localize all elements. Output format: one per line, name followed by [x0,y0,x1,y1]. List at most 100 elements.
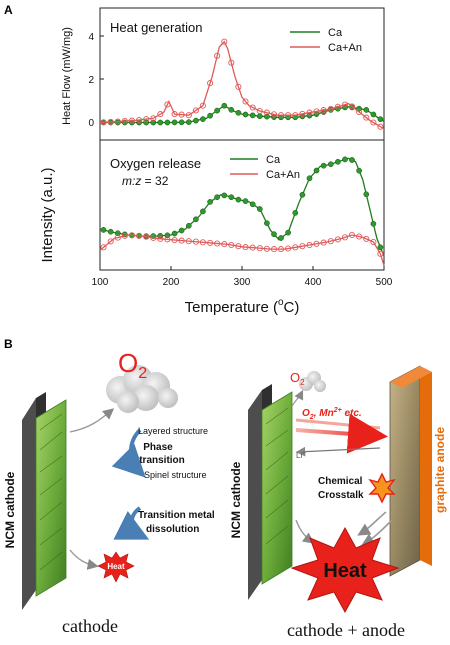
heat-legend-ca-an: Ca+An [328,42,362,54]
oxygen-point-ca-an [320,239,327,246]
heat-point-ca-an [235,83,242,90]
heat-point-ca-an [114,118,121,125]
oxygen-point-ca [320,162,327,169]
heat-legend: Ca Ca+An [290,27,362,54]
oxygen-point-ca-an [199,239,206,246]
heat-point-ca [363,107,370,113]
left-step-transition: transition [139,455,185,466]
heat-point-ca [164,119,171,126]
oxygen-point-ca [285,229,291,236]
mz-rest: = 32 [141,174,168,188]
heat-point-ca [377,116,384,123]
x-axis-label-degree: o [278,297,284,308]
heat-y-tick-0: 0 [88,118,94,129]
oxygen-point-ca-an [207,239,214,246]
oxygen-point-ca [342,156,348,163]
heat-point-ca [171,119,178,126]
oxygen-point-ca [271,231,277,238]
oxygen-point-ca-an [249,244,256,251]
x-tick-500: 500 [376,277,393,288]
heat-point-ca-an [150,115,157,122]
oxygen-y-label: Intensity (a.u.) [39,167,56,262]
oxygen-point-ca-an [136,232,143,239]
heat-point-ca-an [327,105,334,112]
oxygen-point-ca-an [221,241,228,248]
left-step-tm: Transition metal [138,510,215,521]
oxygen-point-ca [292,210,299,216]
heat-point-ca-an [178,111,185,118]
oxygen-point-ca-an [114,234,121,241]
heat-point-ca-an [370,119,377,126]
heat-point-ca [178,119,185,126]
oxygen-point-ca [107,228,114,235]
oxygen-point-ca-an [164,236,171,243]
heat-point-ca [370,111,377,118]
heat-point-ca-an [157,111,164,118]
oxygen-legend-ca: Ca [266,154,281,166]
oxygen-point-ca-an [256,245,263,252]
heat-point-ca-an [107,118,114,125]
heat-point-ca [150,119,157,126]
right-o2-label: O2 [290,370,305,387]
oxygen-point-ca-an [270,246,278,253]
oxygen-point-ca [242,198,249,204]
right-heat-label: Heat [323,560,367,582]
oxygen-point-ca [171,230,178,237]
right-caption: cathode + anode [287,620,405,640]
oxygen-point-ca-an [235,243,242,250]
right-cathode-plate [261,391,293,585]
x-axis: 100 200 300 400 500 [92,266,393,288]
oxygen-point-ca-an [214,240,221,247]
left-step-layered: Layered structure [138,426,208,436]
oxygen-point-ca [299,191,306,198]
right-crosstalk-2: Crosstalk [318,490,364,501]
heat-y-axis: 0 2 4 [88,32,104,129]
oxygen-point-ca [335,158,341,165]
x-tick-100: 100 [92,277,109,288]
heat-y-tick-4: 4 [88,32,94,43]
heat-legend-ca: Ca [328,27,343,39]
left-dissolution-arrow [113,506,150,540]
oxygen-point-ca [178,227,185,234]
oxygen-point-ca-an [143,233,150,240]
left-cathode-texture [39,413,63,571]
oxygen-point-ca-an [192,238,199,245]
x-axis-label: Temperature (oC) [185,297,300,316]
panel-b-letter: B [4,337,13,351]
heat-point-ca-an [306,109,313,116]
left-cathode-plate [35,399,67,597]
right-cathode-label: NCM cathode [229,461,243,538]
oxygen-point-ca-an [356,233,363,240]
heat-point-ca-an [270,111,278,118]
oxygen-point-ca-an [128,232,135,239]
heat-point-ca [185,119,192,125]
left-phase-arrow [111,428,146,478]
left-heat-label: Heat [107,562,125,571]
left-scheme: NCM cathode O2 Layered structure Phase t… [3,348,215,636]
oxygen-point-ca [313,167,320,174]
left-o2-cloud [106,365,178,413]
right-flux-line-1 [295,418,381,430]
heat-point-ca-an [192,107,199,114]
left-step-spinel: Spinel structure [144,470,207,480]
oxygen-point-ca [264,220,270,227]
heat-point-ca-an [256,107,263,115]
right-crosstalk-spark [368,472,396,504]
oxygen-point-ca [221,192,228,199]
oxygen-point-ca-an [157,235,164,242]
right-flux-label: O2, Mn2+ etc. [302,407,362,421]
oxygen-point-ca-an [334,236,341,243]
heat-point-ca-an [292,112,299,119]
oxygen-point-ca-an [299,243,306,250]
heat-point-ca [235,109,242,116]
oxygen-point-ca [235,196,242,203]
heat-point-ca-an [341,101,349,108]
right-current-collector [248,390,262,600]
left-o2-arrow [69,408,115,433]
oxygen-point-ca-an [370,238,377,246]
heat-point-ca-an [299,110,306,117]
oxygen-plot [99,156,385,266]
oxygen-point-ca [185,222,192,229]
oxygen-point-ca [207,199,213,205]
right-anode-plate [389,365,421,577]
